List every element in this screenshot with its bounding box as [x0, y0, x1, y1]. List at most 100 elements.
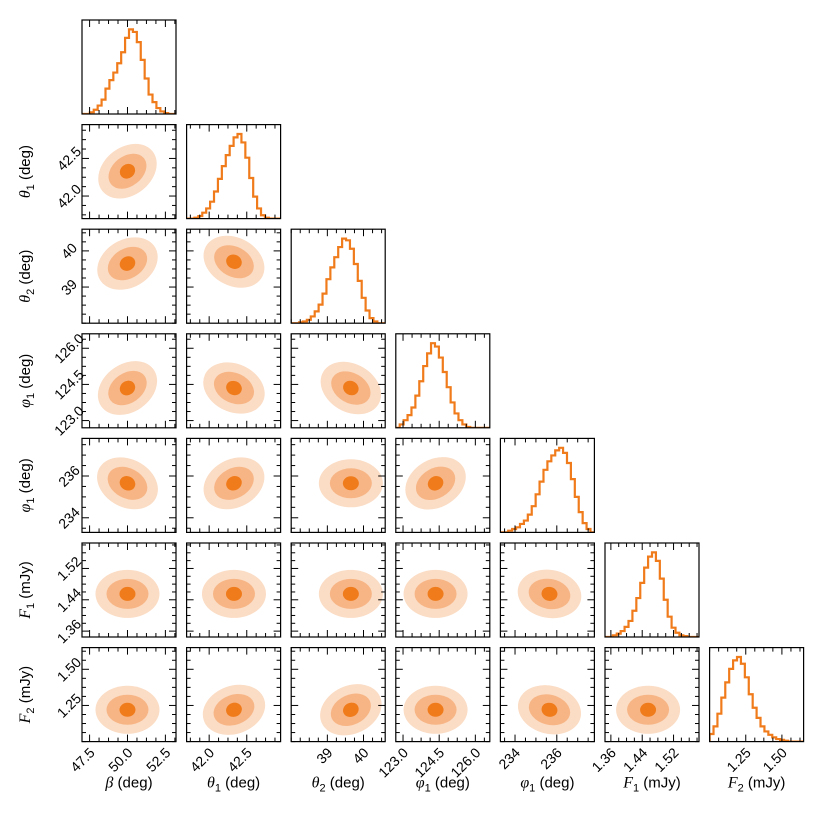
panel-frame — [708, 646, 805, 743]
panel-frame — [290, 542, 386, 638]
panel-frame — [290, 333, 386, 429]
y-tick-label: 236 — [55, 462, 83, 490]
param-unit: (deg) — [113, 775, 152, 792]
param-unit: (deg) — [221, 775, 260, 792]
contour-core — [541, 586, 558, 601]
contour-group — [97, 457, 158, 510]
x-tick-label: 1.50 — [759, 744, 790, 775]
contour-group — [517, 569, 582, 619]
param-unit: (mJy) — [17, 666, 34, 708]
param-symbol: φ — [17, 399, 34, 408]
contour-panel — [186, 437, 282, 533]
param-unit: (deg) — [17, 458, 34, 497]
panel-frame — [81, 19, 177, 115]
contour-group — [202, 684, 266, 735]
histogram-panel — [290, 228, 386, 324]
contour-core — [226, 380, 242, 396]
x-tick-label: 1.52 — [651, 744, 682, 775]
param-unit: (mJy) — [639, 775, 681, 792]
y-tick-label: 39 — [58, 276, 80, 298]
x-axis-label: θ2 (deg) — [312, 775, 365, 795]
contour-core — [119, 163, 136, 179]
contour-core — [427, 476, 444, 491]
param-symbol: F — [17, 609, 34, 620]
panel-frame — [395, 542, 491, 638]
y-tick-label: 234 — [55, 504, 83, 532]
contour-core — [225, 586, 242, 601]
param-subscript: 2 — [25, 707, 37, 713]
contour-core — [342, 476, 359, 491]
x-axis-label: F1 (mJy) — [622, 775, 681, 795]
panel-frame — [186, 333, 282, 429]
x-axis-label: θ1 (deg) — [207, 775, 260, 795]
x-tick-label: 47.5 — [67, 744, 98, 775]
x-axis-label: φ1 (deg) — [416, 775, 470, 795]
y-tick-label: 42.0 — [54, 181, 85, 212]
contour-group — [318, 569, 383, 618]
panel-frame — [499, 646, 595, 743]
param-unit: (deg) — [17, 145, 34, 184]
histogram-step-line — [605, 551, 699, 637]
contour-group — [98, 143, 157, 199]
contour-core — [541, 702, 558, 717]
histogram-step-line — [186, 132, 281, 219]
contour-core — [427, 702, 444, 717]
histogram-step-line — [82, 28, 176, 114]
contour-core — [226, 702, 242, 717]
contour-group — [318, 459, 383, 508]
param-symbol: F — [727, 775, 738, 792]
param-symbol: β — [104, 775, 113, 792]
param-subscript: 1 — [25, 393, 37, 399]
panel-frame — [81, 437, 177, 533]
x-tick-label: 1.44 — [620, 744, 651, 775]
panel-frame — [499, 437, 595, 533]
contour-group — [97, 361, 158, 415]
contour-group — [201, 569, 266, 618]
x-tick-label: 123.0 — [375, 744, 411, 780]
contour-panel — [186, 333, 282, 429]
param-symbol: θ — [312, 775, 320, 792]
panel-frame — [604, 646, 700, 743]
param-subscript: 1 — [25, 184, 37, 190]
param-subscript: 1 — [529, 783, 535, 795]
panel-frame — [290, 646, 386, 743]
histogram-step-line — [500, 446, 595, 533]
param-symbol: θ — [207, 775, 215, 792]
contour-core — [119, 586, 136, 601]
param-subscript: 1 — [425, 783, 431, 795]
contour-core — [343, 702, 359, 717]
param-unit: (deg) — [17, 354, 34, 393]
contour-group — [403, 685, 468, 734]
panel-frame — [395, 333, 491, 429]
panel-frame — [395, 646, 491, 743]
contour-core — [427, 586, 444, 601]
contour-group — [403, 569, 468, 618]
panel-frame — [186, 437, 282, 533]
contour-panel — [290, 542, 386, 638]
contour-group — [203, 362, 265, 414]
histogram-step-line — [395, 342, 490, 428]
param-subscript: 1 — [633, 783, 639, 795]
param-subscript: 1 — [25, 603, 37, 609]
x-tick-label: 234 — [495, 744, 523, 772]
contour-group — [616, 685, 681, 734]
contour-group — [320, 361, 382, 415]
param-symbol: F — [17, 713, 34, 724]
contour-panel — [395, 542, 491, 638]
param-symbol: φ — [17, 503, 34, 512]
y-axis-label: F2 (mJy) — [17, 666, 37, 725]
contour-group — [203, 235, 265, 288]
y-axis-label: φ1 (deg) — [17, 354, 37, 408]
x-tick-label: 40 — [349, 744, 371, 766]
param-symbol: F — [622, 775, 633, 792]
param-subscript: 2 — [738, 783, 744, 795]
panel-frame — [186, 542, 282, 638]
x-tick-label: 236 — [537, 744, 565, 772]
contour-panel: 234 236 φ1 (deg) — [495, 646, 595, 795]
param-symbol: θ — [17, 190, 34, 198]
